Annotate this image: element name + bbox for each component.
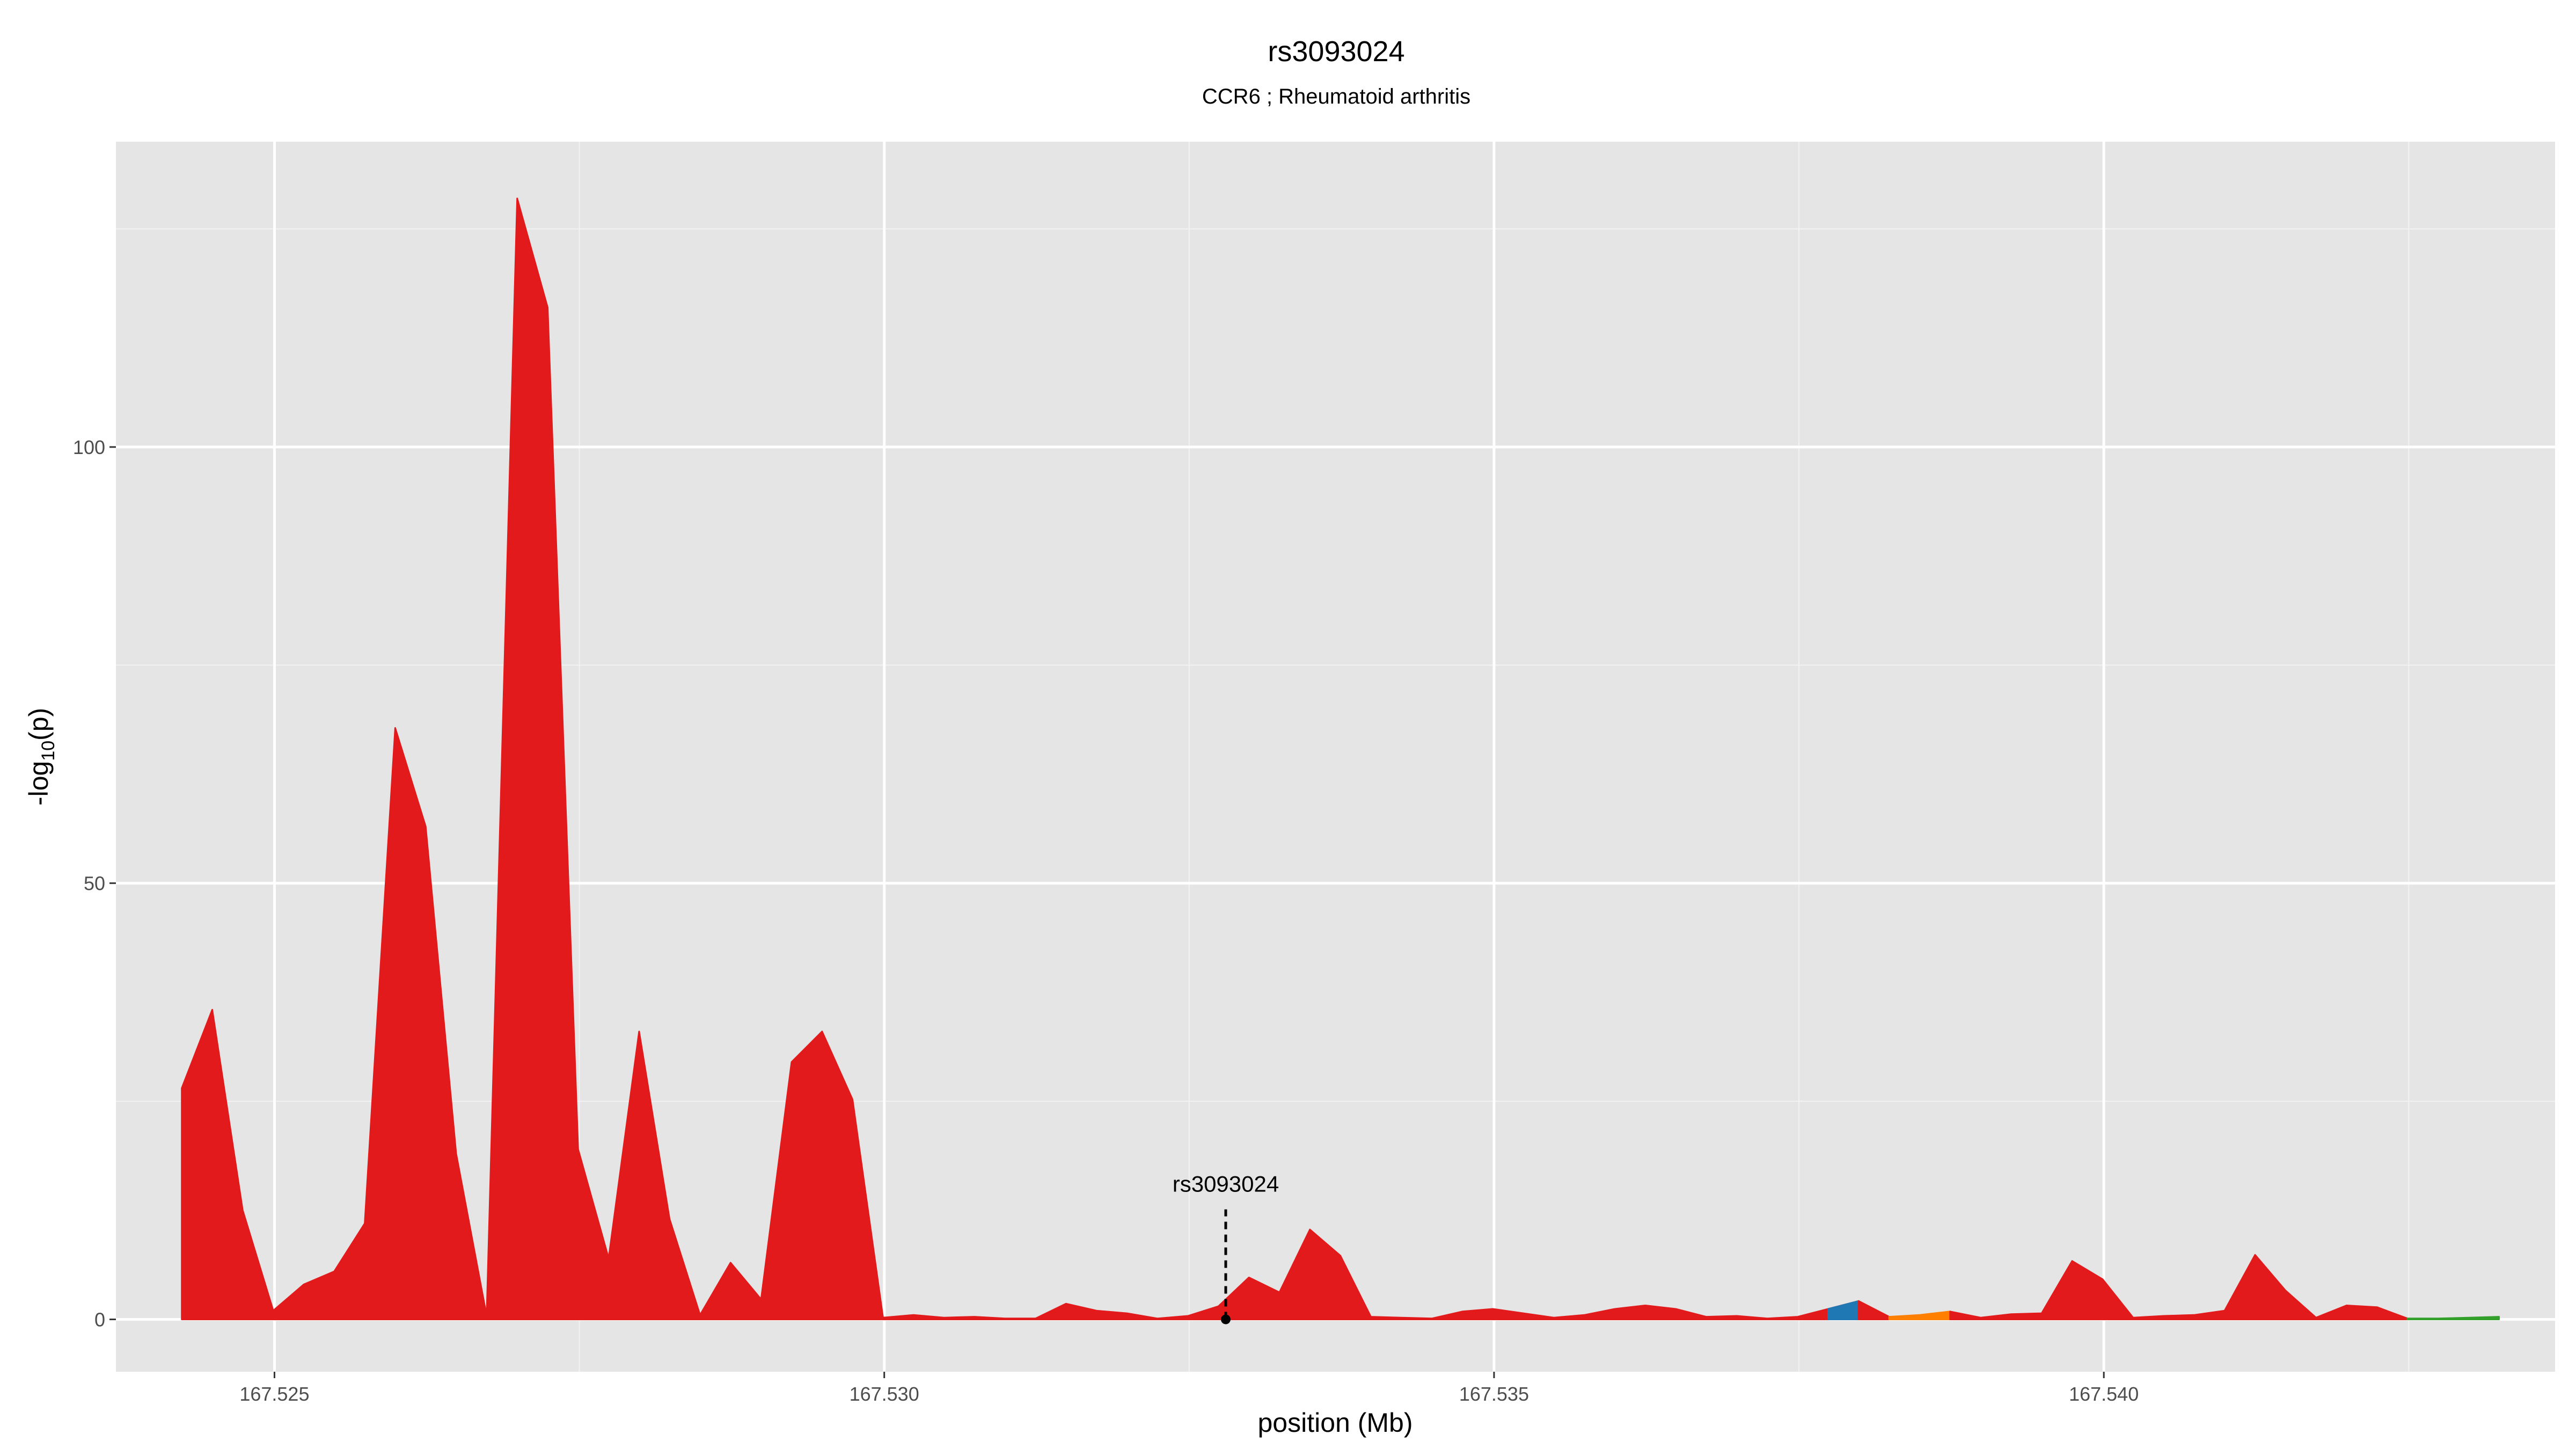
- x-tick-label: 167.535: [1459, 1383, 1529, 1405]
- chart-title: rs3093024: [1268, 35, 1404, 68]
- lead-snp-annotation: rs3093024: [1173, 1171, 1279, 1324]
- annotation-label: rs3093024: [1173, 1171, 1279, 1196]
- area-series: [181, 197, 1860, 1320]
- chart-subtitle: CCR6 ; Rheumatoid arthritis: [1202, 85, 1470, 108]
- x-axis: 167.525 167.530 167.535 167.540: [239, 1372, 2139, 1405]
- y-axis-title-base: -log: [24, 761, 54, 806]
- y-tick-label: 0: [94, 1308, 105, 1330]
- area-series: [1949, 1254, 2409, 1320]
- annotation-point: [1220, 1314, 1231, 1324]
- y-axis-title: -log10(p): [24, 708, 58, 806]
- x-tick-label: 167.525: [239, 1383, 309, 1405]
- x-tick-label: 167.540: [2069, 1383, 2139, 1405]
- plot-panel: [116, 142, 2555, 1372]
- y-tick-label: 100: [73, 436, 105, 458]
- area-series: [2406, 1316, 2500, 1320]
- y-axis-title-subscript: 10: [38, 741, 58, 761]
- association-area-series: [181, 197, 2500, 1320]
- y-axis: 0 50 100: [73, 436, 116, 1330]
- y-tick-label: 50: [84, 873, 105, 895]
- x-axis-title: position (Mb): [1258, 1408, 1413, 1438]
- area-series: [1888, 1311, 1951, 1320]
- x-tick-label: 167.530: [850, 1383, 919, 1405]
- y-axis-title-suffix: (p): [24, 708, 54, 741]
